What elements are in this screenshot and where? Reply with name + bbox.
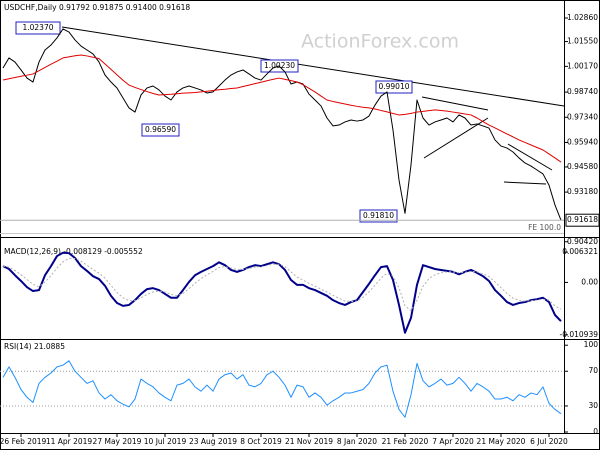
y-tick-label: 0.97340 bbox=[567, 112, 598, 121]
trend-line bbox=[421, 96, 489, 111]
annotation: 1.00230 bbox=[264, 61, 295, 70]
x-tick-label: 10 Jul 2019 bbox=[144, 437, 187, 446]
annotation: 1.02370 bbox=[22, 23, 53, 32]
rsi-title: RSI(14) 21.0885 bbox=[4, 342, 65, 351]
y-tick-label: 0.93180 bbox=[567, 187, 598, 196]
y-tick-label: 100 bbox=[584, 340, 599, 349]
trend-line bbox=[507, 143, 553, 171]
last-price-box bbox=[565, 213, 600, 227]
x-tick-label: 26 Feb 2019 bbox=[0, 437, 47, 446]
y-tick-label: 30 bbox=[588, 401, 598, 410]
annotation: 0.99010 bbox=[378, 82, 409, 91]
x-tick-label: 8 Jan 2020 bbox=[337, 437, 377, 446]
y-tick-label: 0.90420 bbox=[567, 237, 598, 246]
y-tick-label: 0.94580 bbox=[567, 162, 598, 171]
series-line bbox=[2, 257, 562, 312]
fe-label: FE 100.0 bbox=[528, 223, 561, 232]
series-line bbox=[2, 251, 562, 334]
annotation-box bbox=[141, 123, 180, 137]
x-tick-label: 21 Feb 2020 bbox=[382, 437, 429, 446]
x-tick-label: 11 Apr 2019 bbox=[46, 437, 93, 446]
x-tick-label: 7 Apr 2020 bbox=[432, 437, 474, 446]
y-tick-label: 1.00170 bbox=[567, 61, 598, 70]
last-price-label: 0.91618 bbox=[567, 215, 598, 224]
x-tick-label: 8 Oct 2019 bbox=[240, 437, 282, 446]
chart-title: USDCHF,Daily 0.91792 0.91875 0.91400 0.9… bbox=[4, 3, 190, 12]
trend-line bbox=[61, 26, 565, 107]
series-line bbox=[2, 360, 562, 418]
trend-line bbox=[503, 181, 547, 185]
y-tick-label: -0.010939 bbox=[560, 330, 599, 339]
x-tick-label: 21 May 2020 bbox=[477, 437, 526, 446]
x-tick-label: 6 Jul 2020 bbox=[530, 437, 568, 446]
annotation: 0.96590 bbox=[145, 125, 176, 134]
annotation-box bbox=[375, 80, 413, 94]
annotation: 0.91810 bbox=[363, 211, 394, 220]
y-tick-label: 0.006321 bbox=[562, 247, 598, 256]
x-tick-label: 23 Aug 2019 bbox=[189, 437, 237, 446]
y-tick-label: 0 bbox=[593, 427, 598, 436]
y-tick-label: 0.00 bbox=[581, 277, 598, 286]
watermark: ActionForex.com bbox=[301, 31, 459, 53]
series-line bbox=[2, 54, 562, 163]
annotation-box bbox=[15, 21, 61, 35]
y-tick-label: 0.95940 bbox=[567, 137, 598, 146]
y-tick-label: 0.98740 bbox=[567, 87, 598, 96]
annotation-box bbox=[359, 209, 398, 223]
y-tick-label: 70 bbox=[588, 366, 598, 375]
trend-line bbox=[423, 117, 489, 159]
y-tick-label: 1.01550 bbox=[567, 37, 598, 46]
x-tick-label: 21 Nov 2019 bbox=[285, 437, 333, 446]
x-tick-label: 27 May 2019 bbox=[93, 437, 142, 446]
y-tick-label: 1.02860 bbox=[567, 13, 598, 22]
macd-title: MACD(12,26,9) -0.008129 -0.005552 bbox=[4, 247, 143, 256]
